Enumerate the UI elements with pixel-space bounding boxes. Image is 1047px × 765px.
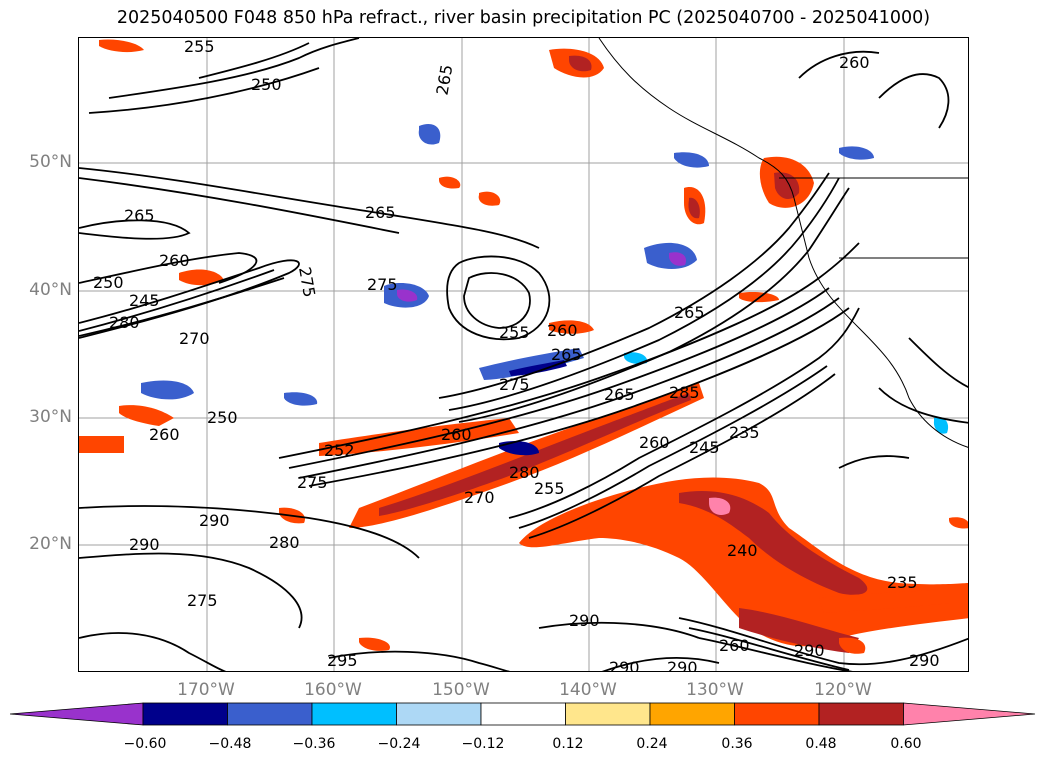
contour-label: 255	[184, 38, 215, 56]
contour-label: 235	[729, 423, 760, 442]
lon-label: 160°W	[304, 680, 362, 700]
contour-label: 265	[604, 385, 635, 404]
contour-label: 260	[639, 433, 670, 452]
contour-label: 280	[269, 533, 300, 552]
contour-label: 270	[179, 329, 210, 348]
contour-label: 250	[93, 273, 124, 292]
contour-label: 290	[569, 611, 600, 630]
plot-title: 2025040500 F048 850 hPa refract., river …	[116, 8, 931, 28]
lon-label: 170°W	[177, 680, 235, 700]
contour-label: 260	[159, 251, 190, 270]
contour-label: 250	[207, 408, 238, 427]
lon-label: 150°W	[432, 680, 490, 700]
lon-label: 120°W	[814, 680, 872, 700]
coastlines	[598, 38, 968, 448]
colorbar-cell	[396, 702, 482, 726]
contour-label: 290	[129, 535, 160, 554]
contour-label: 275	[297, 473, 328, 492]
lat-label: 50°N	[29, 152, 72, 172]
colorbar-tick: 0.60	[890, 736, 922, 752]
contour-label: 240	[727, 541, 758, 560]
colorbar-cell	[227, 702, 313, 726]
colorbar-tick: −0.36	[292, 736, 336, 752]
colorbar-extend-low	[10, 702, 144, 726]
colorbar-tick: 0.36	[721, 736, 753, 752]
contour-label: 260	[839, 53, 870, 72]
refractivity-contours	[79, 38, 968, 671]
precip-shading	[79, 39, 968, 654]
contour-label: 275	[187, 591, 218, 610]
contour-label: 290	[667, 658, 698, 672]
map-panel: 255 250 265 260 265 265 275 260 250 245 …	[78, 37, 969, 672]
contour-label: 245	[129, 291, 160, 310]
colorbar-cell	[649, 702, 735, 726]
contour-label: 252	[324, 441, 355, 460]
contour-label: 260	[441, 425, 472, 444]
colorbar-cell	[311, 702, 397, 726]
colorbar-tick: 0.24	[636, 736, 668, 752]
contour-label: 295	[327, 651, 358, 670]
graticule	[79, 38, 968, 671]
map-canvas: 255 250 265 260 265 265 275 260 250 245 …	[79, 38, 968, 672]
colorbar-tick: −0.24	[377, 736, 421, 752]
colorbar	[10, 702, 1036, 726]
contour-label: 270	[464, 488, 495, 507]
lat-label: 30°N	[29, 407, 72, 427]
colorbar-cell	[734, 702, 820, 726]
colorbar-tick: −0.60	[123, 736, 167, 752]
contour-label: 265	[124, 206, 155, 225]
colorbar-tick: 0.12	[552, 736, 584, 752]
colorbar-cell	[818, 702, 904, 726]
contour-label: 290	[199, 511, 230, 530]
colorbar-cell	[480, 702, 566, 726]
contour-label: 285	[669, 383, 700, 402]
lon-label: 140°W	[559, 680, 617, 700]
contour-label: 265	[674, 303, 705, 322]
contour-label: 265	[432, 63, 456, 96]
contour-label: 280	[509, 463, 540, 482]
contour-label: 255	[499, 323, 530, 342]
contour-label: 260	[719, 636, 750, 655]
contour-label: 260	[149, 425, 180, 444]
colorbar-tick: −0.12	[461, 736, 505, 752]
contour-label: 250	[251, 75, 282, 94]
colorbar-extend-high	[903, 702, 1036, 726]
lat-label: 40°N	[29, 280, 72, 300]
contour-label: 275	[367, 275, 398, 294]
colorbar-tick: 0.48	[805, 736, 837, 752]
contour-label: 265	[365, 203, 396, 222]
lon-label: 130°W	[686, 680, 744, 700]
contour-label: 290	[794, 641, 825, 660]
contour-label: 280	[109, 313, 140, 332]
contour-label: 265	[551, 345, 582, 364]
contour-label: 235	[887, 573, 918, 592]
contour-label: 245	[689, 438, 720, 457]
contour-label: 290	[609, 658, 640, 672]
colorbar-tick: −0.48	[208, 736, 252, 752]
lat-label: 20°N	[29, 534, 72, 554]
contour-label: 255	[534, 479, 565, 498]
colorbar-cell	[565, 702, 651, 726]
colorbar-cell	[142, 702, 228, 726]
contour-label: 275	[499, 375, 530, 394]
contour-labels: 255 250 265 260 265 265 275 260 250 245 …	[93, 38, 940, 672]
contour-label: 290	[909, 651, 940, 670]
contour-label: 260	[547, 321, 578, 340]
contour-label: 275	[295, 265, 319, 298]
